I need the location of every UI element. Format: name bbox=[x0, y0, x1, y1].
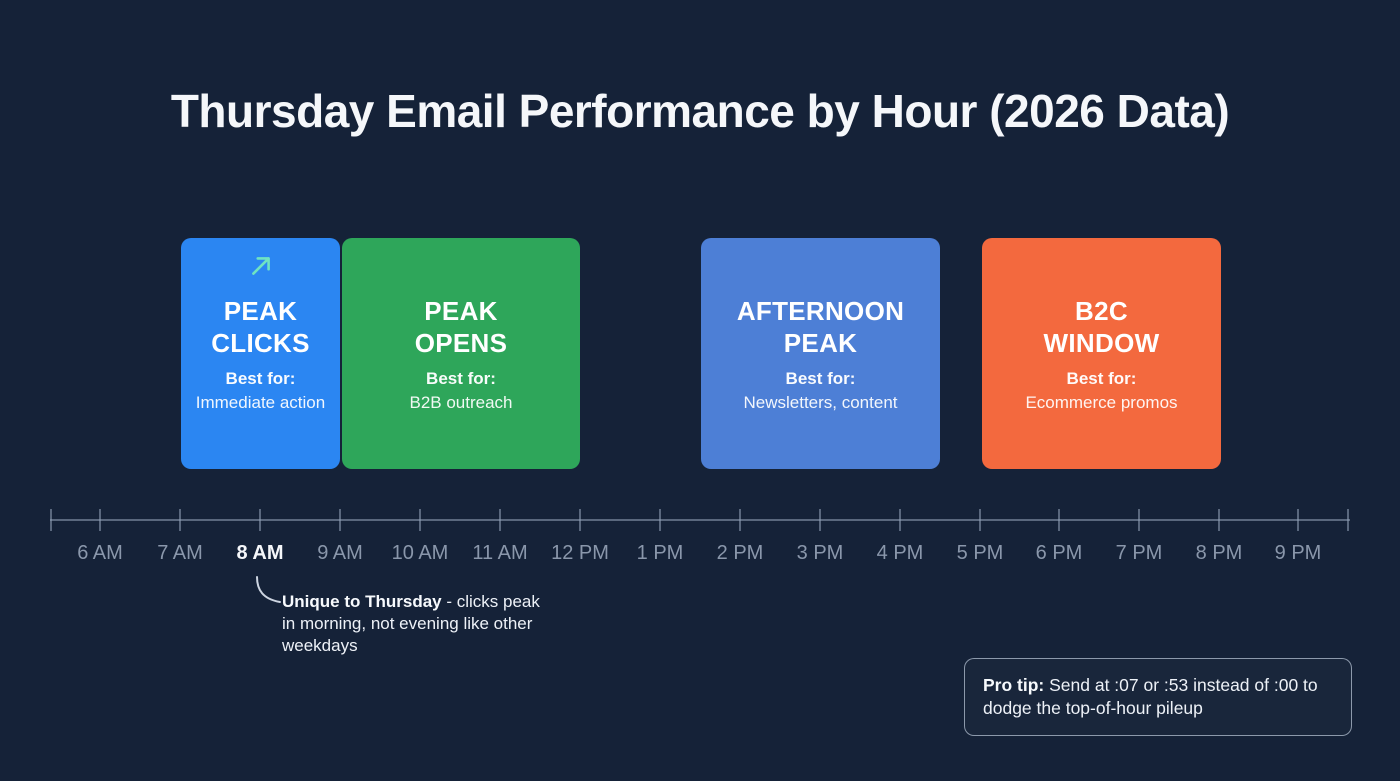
timeline-label-9am: 9 AM bbox=[317, 542, 363, 564]
best-for-value: B2B outreach bbox=[409, 393, 513, 412]
card-title: PEAK CLICKS bbox=[181, 295, 340, 359]
timeline-label-6pm: 6 PM bbox=[1035, 542, 1083, 564]
page-title: Thursday Email Performance by Hour (2026… bbox=[170, 85, 1230, 137]
best-for-label: Best for: bbox=[426, 369, 496, 388]
timeline-tick bbox=[659, 509, 661, 531]
pro-tip-bold-text: Pro tip: bbox=[983, 675, 1045, 695]
card-title: AFTERNOON PEAK bbox=[701, 295, 940, 359]
best-for-value: Newsletters, content bbox=[743, 393, 898, 412]
timeline-label-8am-highlighted: 8 AM bbox=[236, 542, 284, 564]
timeline-tick bbox=[339, 509, 341, 531]
card-title-line: B2C bbox=[1075, 296, 1128, 326]
timeline-label-8pm: 8 PM bbox=[1195, 542, 1243, 564]
card-peak-clicks: PEAK CLICKS Best for: Immediate action bbox=[181, 238, 340, 469]
best-for-value: Ecommerce promos bbox=[1025, 393, 1178, 412]
card-afternoon-peak: AFTERNOON PEAK Best for: Newsletters, co… bbox=[701, 238, 940, 469]
best-for-label: Best for: bbox=[225, 369, 296, 388]
timeline-tick bbox=[419, 509, 421, 531]
timeline-tick bbox=[1297, 509, 1299, 531]
timeline-tick bbox=[979, 509, 981, 531]
timeline-label-2pm: 2 PM bbox=[716, 542, 764, 564]
timeline-tick bbox=[819, 509, 821, 531]
timeline-label-9pm: 9 PM bbox=[1274, 542, 1322, 564]
pro-tip-rest-text: Send at :07 or :53 instead of :00 to dod… bbox=[983, 675, 1318, 718]
card-title: B2C WINDOW bbox=[982, 295, 1221, 359]
timeline-end-tick bbox=[50, 509, 52, 531]
timeline-label-6am: 6 AM bbox=[77, 542, 123, 564]
timeline-label-11am: 11 AM bbox=[472, 542, 528, 564]
card-title-line: PEAK bbox=[783, 328, 858, 358]
timeline-tick bbox=[899, 509, 901, 531]
timeline-end-tick bbox=[1347, 509, 1349, 531]
card-peak-opens: PEAK OPENS Best for: B2B outreach bbox=[342, 238, 580, 469]
annotation-rest-text: - clicks peak in morning, not evening li… bbox=[282, 592, 540, 655]
timeline-label-4pm: 4 PM bbox=[876, 542, 924, 564]
timeline-tick bbox=[99, 509, 101, 531]
card-title: PEAK OPENS bbox=[342, 295, 580, 359]
card-b2c-window: B2C WINDOW Best for: Ecommerce promos bbox=[982, 238, 1221, 469]
best-for-value: Immediate action bbox=[195, 393, 326, 412]
best-for-label: Best for: bbox=[785, 369, 856, 388]
timeline-tick bbox=[179, 509, 181, 531]
timeline-label-7am: 7 AM bbox=[157, 542, 203, 564]
timeline-tick bbox=[1138, 509, 1140, 531]
timeline-label-1pm: 1 PM bbox=[636, 542, 684, 564]
best-for-label: Best for: bbox=[1066, 369, 1137, 388]
card-title-line: OPENS bbox=[414, 328, 508, 358]
timeline-label-12pm: 12 PM bbox=[551, 542, 609, 564]
annotation-connector-line bbox=[256, 576, 281, 603]
timeline-tick bbox=[1058, 509, 1060, 531]
timeline-tick bbox=[579, 509, 581, 531]
timeline-tick bbox=[1218, 509, 1220, 531]
timeline-label-10am: 10 AM bbox=[391, 542, 449, 564]
timeline-label-3pm: 3 PM bbox=[796, 542, 844, 564]
timeline-tick bbox=[739, 509, 741, 531]
timeline-tick bbox=[259, 509, 261, 531]
card-title-line: CLICKS bbox=[211, 328, 310, 358]
card-title-line: PEAK bbox=[424, 296, 498, 326]
card-title-line: AFTERNOON bbox=[736, 296, 905, 326]
annotation-bold-text: Unique to Thursday bbox=[282, 592, 442, 611]
timeline-label-7pm: 7 PM bbox=[1115, 542, 1163, 564]
timeline-axis bbox=[50, 519, 1350, 521]
annotation-text: Unique to Thursday - clicks peak in morn… bbox=[282, 591, 550, 657]
arrow-up-right-icon bbox=[251, 257, 270, 275]
pro-tip-box: Pro tip: Send at :07 or :53 instead of :… bbox=[964, 658, 1352, 736]
card-title-line: WINDOW bbox=[1043, 328, 1160, 358]
timeline-label-5pm: 5 PM bbox=[956, 542, 1004, 564]
timeline-tick bbox=[499, 509, 501, 531]
card-title-line: PEAK bbox=[223, 296, 298, 326]
